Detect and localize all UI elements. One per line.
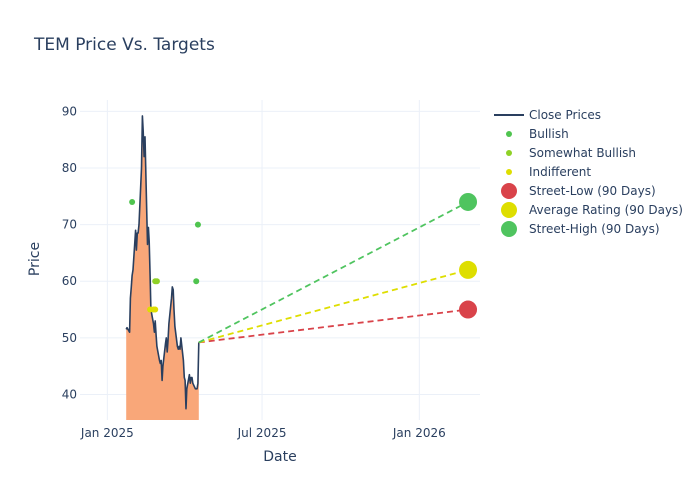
y-axis-ticks: 40 50 60 70 80 90	[62, 104, 77, 401]
legend-swatch-dot	[506, 131, 512, 137]
y-tick-label: 70	[62, 218, 77, 232]
street-high-marker	[459, 192, 478, 211]
legend[interactable]: Close Prices Bullish Somewhat Bullish Indif…	[494, 108, 683, 237]
legend-swatch-marker	[501, 202, 517, 218]
y-tick-label: 60	[62, 274, 77, 288]
street-low-marker	[459, 300, 478, 319]
legend-item-average-rating[interactable]: Average Rating (90 Days)	[501, 202, 683, 218]
average-rating-marker	[459, 260, 478, 279]
legend-swatch-marker	[501, 183, 517, 199]
x-axis-label: Date	[263, 449, 296, 465]
indifferent-point	[152, 306, 159, 313]
legend-label: Bullish	[529, 127, 569, 141]
y-tick-label: 90	[62, 104, 77, 118]
legend-label: Close Prices	[529, 108, 601, 122]
legend-label: Somewhat Bullish	[529, 146, 636, 160]
x-axis-ticks: Jan 2025 Jul 2025 Jan 2026	[80, 426, 446, 440]
legend-item-street-high[interactable]: Street-High (90 Days)	[501, 221, 660, 237]
legend-label: Average Rating (90 Days)	[529, 203, 683, 217]
street-low-line	[198, 308, 469, 344]
somewhat-bullish-point	[153, 278, 160, 285]
legend-item-close-prices[interactable]: Close Prices	[494, 108, 601, 122]
average-rating-line	[198, 269, 469, 344]
y-tick-label: 40	[62, 388, 77, 402]
bullish-point	[194, 221, 201, 228]
legend-label: Street-Low (90 Days)	[529, 184, 656, 198]
bullish-point	[193, 278, 200, 285]
lines	[125, 115, 469, 410]
chart-title: TEM Price Vs. Targets	[33, 35, 215, 55]
legend-swatch-dot	[506, 150, 512, 156]
street-high-line	[198, 201, 469, 344]
legend-item-somewhat-bullish[interactable]: Somewhat Bullish	[506, 146, 636, 160]
y-axis-label: Price	[27, 242, 43, 276]
y-tick-label: 50	[62, 331, 77, 345]
y-tick-label: 80	[62, 161, 77, 175]
bullish-point	[129, 198, 136, 205]
legend-label: Street-High (90 Days)	[529, 222, 660, 236]
close-price-line	[125, 115, 200, 410]
legend-swatch-dot	[506, 169, 512, 175]
markers	[129, 192, 478, 319]
legend-item-street-low[interactable]: Street-Low (90 Days)	[501, 183, 656, 199]
x-tick-label: Jan 2026	[392, 426, 446, 440]
legend-item-bullish[interactable]: Bullish	[506, 127, 569, 141]
x-tick-label: Jan 2025	[80, 426, 134, 440]
x-tick-label: Jul 2025	[237, 426, 287, 440]
legend-label: Indifferent	[529, 165, 591, 179]
legend-item-indifferent[interactable]: Indifferent	[506, 165, 591, 179]
legend-swatch-marker	[501, 221, 517, 237]
